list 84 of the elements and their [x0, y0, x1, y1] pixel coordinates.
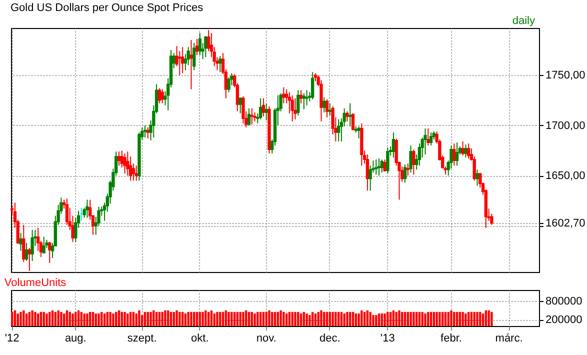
- candlestick: [195, 38, 199, 56]
- y-tick-label: 800000: [546, 295, 582, 308]
- candlestick: [117, 151, 121, 166]
- candlestick: [132, 163, 136, 182]
- candlestick: [198, 32, 202, 56]
- candlestick: [262, 98, 266, 117]
- candlestick: [328, 102, 332, 116]
- candlestick: [426, 128, 430, 146]
- candlestick: [377, 158, 381, 176]
- x-tick-label: '13: [380, 332, 395, 344]
- candlestick: [429, 132, 433, 146]
- x-tick-label: márc.: [495, 332, 523, 344]
- candlestick: [310, 72, 314, 100]
- candlestick: [464, 144, 468, 158]
- candlestick: [366, 154, 370, 192]
- chart-title: Gold US Dollars per Ounce Spot Prices: [10, 2, 204, 14]
- candlestick: [392, 132, 396, 158]
- candlestick: [126, 151, 130, 176]
- candlestick: [123, 153, 126, 174]
- candlestick: [24, 242, 28, 262]
- candlestick: [218, 56, 222, 73]
- candlestick: [250, 108, 254, 125]
- y-tick-label: 1650,00: [546, 170, 586, 182]
- candlestick: [296, 90, 300, 116]
- candlestick: [424, 128, 427, 156]
- candlestick: [190, 40, 193, 90]
- candlestick: [455, 142, 459, 166]
- candlestick: [180, 46, 184, 74]
- x-tick-label: nov.: [256, 332, 276, 344]
- candlestick: [348, 102, 352, 127]
- y-tick-label: 1700,00: [546, 120, 586, 132]
- candlestick: [403, 164, 407, 184]
- candlestick: [386, 146, 390, 174]
- candlestick: [238, 96, 242, 114]
- y-tick-label: 1750,00: [546, 70, 586, 82]
- candlestick: [282, 86, 286, 104]
- x-tick-label: okt.: [191, 332, 209, 344]
- candlestick: [247, 108, 251, 126]
- candlestick: [357, 126, 360, 139]
- candlestick: [186, 46, 190, 66]
- candlestick: [294, 98, 297, 120]
- candlestick: [466, 142, 470, 160]
- candlestick: [192, 42, 196, 71]
- candlestick: [290, 94, 294, 122]
- candlestick: [242, 96, 245, 124]
- candlestick: [325, 98, 329, 118]
- candlestick: [351, 112, 355, 131]
- x-tick-label: szept.: [127, 332, 157, 344]
- x-tick-label: '12: [4, 332, 20, 344]
- candlestick: [302, 92, 306, 110]
- candlestick: [258, 98, 262, 120]
- candlestick: [452, 142, 456, 166]
- candlestick: [143, 124, 147, 138]
- candlestick: [461, 140, 464, 156]
- candlestick: [305, 90, 308, 106]
- candlestick: [160, 88, 164, 104]
- candlestick: [383, 159, 386, 172]
- candlestick: [346, 110, 349, 122]
- y-tick-label: 1602,70: [546, 218, 586, 230]
- candlestick: [134, 165, 138, 182]
- x-tick-label: febr.: [440, 332, 462, 344]
- candlestick: [412, 149, 416, 176]
- candlestick: [253, 112, 256, 122]
- candlestick: [336, 118, 340, 142]
- candlestick: [406, 163, 410, 176]
- candlestick: [22, 224, 26, 262]
- candlestick: [476, 169, 479, 186]
- candlestick: [30, 229, 34, 262]
- candlestick: [86, 199, 89, 218]
- candlestick: [204, 36, 208, 58]
- chart-title: VolumeUnits: [4, 277, 67, 289]
- candlestick: [264, 102, 268, 121]
- candlestick: [374, 159, 378, 176]
- text: daily: [512, 15, 536, 27]
- candlestick: [227, 76, 230, 93]
- candlestick: [19, 232, 22, 252]
- candlestick: [322, 96, 326, 113]
- x-tick-label: aug.: [64, 332, 86, 344]
- y-tick-label: 200000: [546, 314, 582, 326]
- candlestick: [42, 236, 46, 254]
- x-tick-label: dec.: [319, 332, 340, 344]
- candlestick: [48, 241, 52, 264]
- candlestick: [409, 144, 412, 174]
- candlestick: [299, 90, 303, 104]
